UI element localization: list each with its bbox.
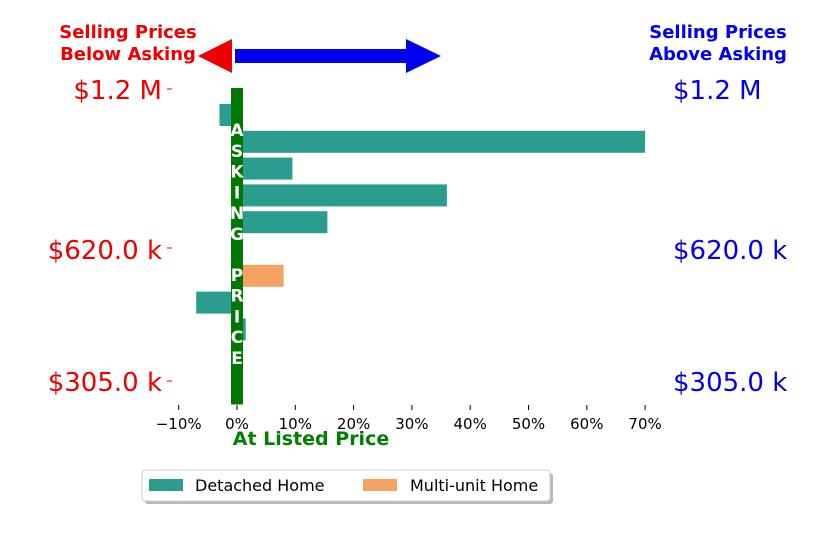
asking-letter-8: P [231,266,243,286]
x-tick-label-1: −10% [156,415,202,433]
bar-8 [196,291,237,314]
x-ticks: −10% 0% 10% 20% 30% 40% 50% 60% 70% [156,405,662,433]
left-price-mid: $620.0 k [48,236,162,266]
x-tick-label-6: 40% [454,415,487,433]
legend: Detached Home Multi-unit Home [141,469,553,504]
asking-price-bar [231,88,243,405]
x-tick-label-2: 0% [225,415,249,433]
left-price-top: $1.2 M [73,76,162,106]
left-header-line1: Selling Prices [59,22,196,43]
bar-3 [237,157,293,180]
legend-swatch-detached [149,479,183,491]
right-header-line1: Selling Prices [649,22,786,43]
asking-letter-12: E [231,349,243,369]
x-tick-label-8: 60% [570,415,603,433]
bar-5 [237,211,328,234]
legend-label-detached: Detached Home [195,476,325,495]
bar-7 [237,264,284,287]
asking-letter-11: C [231,328,243,348]
x-tick-label-5: 30% [395,415,428,433]
right-price-top: $1.2 M [673,76,762,106]
asking-letter-9: R [230,287,243,307]
asking-letter-3: K [230,163,244,183]
right-price-bottom: $305.0 k [673,368,787,398]
asking-letter-4: I [234,183,240,203]
x-tick-label-4: 20% [337,415,370,433]
asking-letter-6: G [230,225,244,245]
left-header-line2: Below Asking [60,44,196,65]
asking-letter-2: S [231,142,243,162]
x-tick-label-3: 10% [279,415,312,433]
right-arrow-icon [406,39,441,73]
left-arrow-icon [198,39,232,73]
x-tick-label-9: 70% [628,415,661,433]
left-price-bottom: $305.0 k [48,368,162,398]
x-axis-label: At Listed Price [233,428,389,450]
asking-letter-5: N [230,204,244,224]
bar-4 [237,184,447,207]
x-tick-label-7: 50% [512,415,545,433]
right-price-mid: $620.0 k [673,236,787,266]
bars-group [196,104,646,368]
arrow-shaft [235,49,407,63]
bar-2 [237,130,646,153]
asking-letter-10: I [234,307,240,327]
right-header-line2: Above Asking [649,44,787,65]
asking-letter-1: A [230,121,244,141]
legend-label-multi-unit: Multi-unit Home [410,476,538,495]
legend-swatch-multi-unit [363,479,397,491]
legend-box [141,469,551,502]
